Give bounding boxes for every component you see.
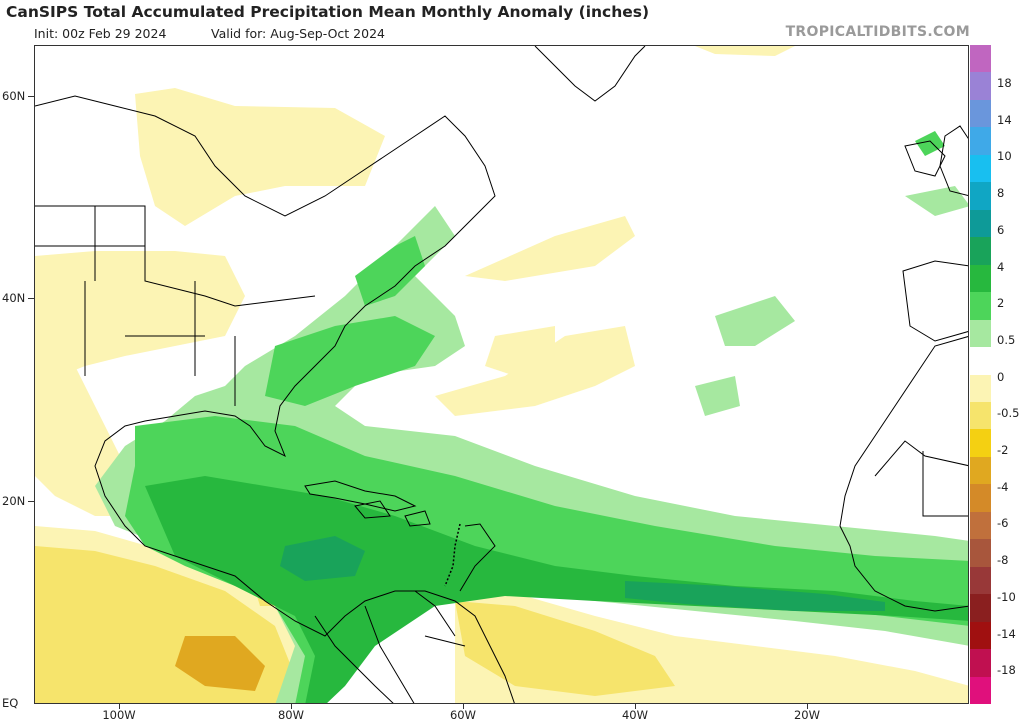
site-credit: TROPICALTIDBITS.COM [785, 24, 970, 40]
map-canvas [35, 46, 968, 703]
colorbar-label: 2 [997, 296, 1005, 311]
colorbar-block [970, 484, 991, 513]
lon-tick [463, 704, 464, 709]
lat-tick [28, 501, 34, 502]
lon-label-80w: 80W [277, 708, 305, 722]
colorbar-label: -4 [997, 479, 1009, 494]
colorbar-block [970, 347, 991, 375]
map-title: CanSIPS Total Accumulated Precipitation … [6, 3, 650, 21]
lon-label-20w: 20W [793, 708, 821, 722]
colorbar-block [970, 209, 991, 238]
colorbar-label: 4 [997, 259, 1005, 274]
colorbar-block [970, 456, 991, 485]
valid-time: Valid for: Aug-Sep-Oct 2024 [211, 26, 385, 41]
colorbar-label: -14 [997, 626, 1016, 641]
precipitation-anomaly-map [34, 45, 969, 704]
colorbar-block [970, 292, 991, 321]
colorbar-label: 0 [997, 369, 1005, 384]
lon-tick [807, 704, 808, 709]
lon-tick [635, 704, 636, 709]
colorbar-label: -18 [997, 663, 1016, 678]
colorbar-label: -6 [997, 516, 1009, 531]
colorbar-label: 0.5 [997, 332, 1016, 347]
colorbar-block [970, 401, 991, 430]
lat-label-40n: 40N [2, 291, 26, 305]
lon-label-60w: 60W [449, 708, 477, 722]
colorbar-block [970, 154, 991, 183]
lat-tick [28, 96, 34, 97]
lat-label-20n: 20N [2, 494, 26, 508]
colorbar-block [970, 237, 991, 266]
colorbar-block [970, 594, 991, 623]
lat-label-60n: 60N [2, 89, 26, 103]
lon-tick [291, 704, 292, 709]
colorbar-label: 8 [997, 186, 1005, 201]
colorbar-block [970, 319, 991, 348]
colorbar-label: 14 [997, 112, 1012, 127]
colorbar-label: 6 [997, 222, 1005, 237]
colorbar-block [970, 182, 991, 211]
colorbar-block [970, 649, 991, 678]
colorbar [970, 45, 991, 705]
colorbar-label: 18 [997, 76, 1012, 90]
colorbar-block [970, 566, 991, 595]
lon-label-100w: 100W [102, 708, 136, 722]
colorbar-block [970, 45, 991, 73]
dry-anomaly-regions [35, 46, 968, 703]
init-time: Init: 00z Feb 29 2024 [34, 26, 167, 41]
coastlines [35, 46, 968, 703]
colorbar-block [970, 539, 991, 568]
colorbar-label: -2 [997, 443, 1009, 457]
lon-tick [119, 704, 120, 709]
colorbar-block [970, 72, 991, 101]
colorbar-block [970, 429, 991, 458]
colorbar-block [970, 99, 991, 128]
colorbar-block [970, 621, 991, 650]
lon-label-40w: 40W [621, 708, 649, 722]
colorbar-label: -10 [997, 589, 1016, 604]
colorbar-label: -8 [997, 553, 1009, 568]
colorbar-block [970, 676, 991, 705]
lat-label-eq: EQ [2, 696, 19, 710]
colorbar-label: 10 [997, 149, 1012, 164]
colorbar-label: -0.5 [997, 406, 1020, 421]
colorbar-block [970, 374, 991, 403]
colorbar-block [970, 127, 991, 156]
wet-anomaly-regions [95, 131, 968, 703]
colorbar-block [970, 264, 991, 293]
lesser-antilles-islands [444, 523, 461, 587]
colorbar-block [970, 511, 991, 540]
lat-tick [28, 298, 34, 299]
